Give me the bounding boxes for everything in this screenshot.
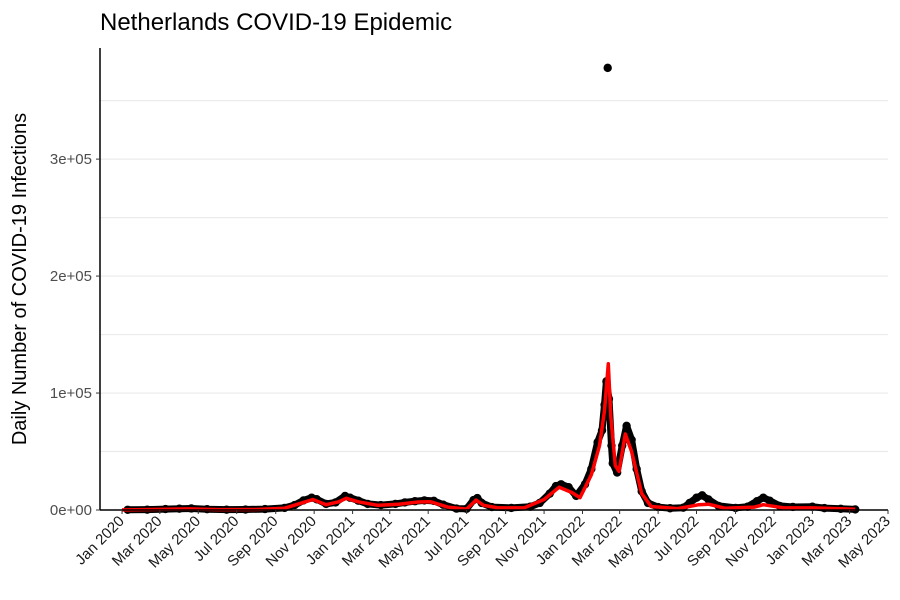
trend-line — [121, 362, 856, 512]
data-point-band — [127, 377, 856, 514]
y-axis-ticks: 0e+00 1e+05 2e+05 3e+05 — [50, 151, 100, 519]
chart-title: Netherlands COVID-19 Epidemic — [100, 9, 452, 36]
y-tick-label: 0e+00 — [50, 502, 92, 519]
series-line — [121, 362, 856, 512]
grid-lines — [100, 100, 888, 453]
series-points — [123, 63, 860, 514]
y-tick-label: 2e+05 — [50, 268, 92, 285]
y-tick-label: 3e+05 — [50, 151, 92, 168]
y-tick-label: 1e+05 — [50, 385, 92, 402]
y-axis-label: Daily Number of COVID-19 Infections — [9, 113, 31, 445]
data-point — [603, 63, 612, 73]
